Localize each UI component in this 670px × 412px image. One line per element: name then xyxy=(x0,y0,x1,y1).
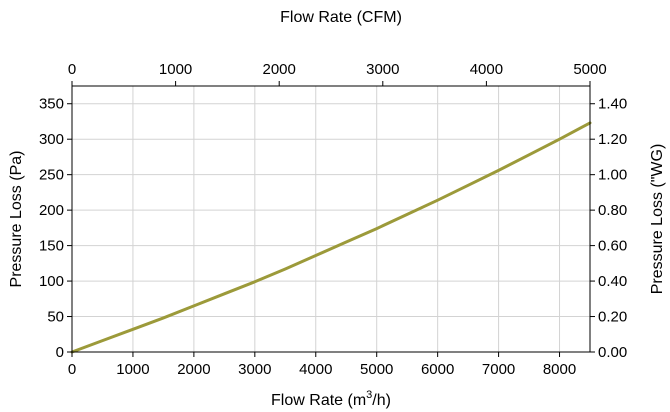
tick-label-y-left-0: 0 xyxy=(56,344,64,361)
tick-label-x-bottom-8: 8000 xyxy=(543,361,576,378)
plot-frame xyxy=(71,85,591,353)
series-line-0 xyxy=(70,121,592,354)
tick-label-y-left-2: 100 xyxy=(39,273,64,290)
tick-label-x-bottom-7: 7000 xyxy=(482,361,515,378)
tick-label-y-right-5: 1.00 xyxy=(598,167,627,184)
tick-label-y-right-7: 1.40 xyxy=(598,96,627,113)
left-y-axis-title: Pressure Loss (Pa) xyxy=(8,151,25,288)
tick-label-y-right-2: 0.40 xyxy=(598,273,627,290)
tick-label-y-right-1: 0.20 xyxy=(598,309,627,326)
tick-label-y-left-1: 50 xyxy=(47,309,64,326)
tick-label-x-bottom-0: 0 xyxy=(68,361,76,378)
tick-label-y-left-4: 200 xyxy=(39,202,64,219)
tick-label-x-bottom-2: 2000 xyxy=(177,361,210,378)
bottom-x-axis-title-sup: 3 xyxy=(366,389,372,401)
tick-label-x-top-1: 1000 xyxy=(159,61,192,78)
bottom-x-axis-title-end: /h) xyxy=(372,392,391,409)
series-layer xyxy=(70,121,592,354)
tick-label-y-right-3: 0.60 xyxy=(598,238,627,255)
tick-label-x-bottom-1: 1000 xyxy=(116,361,149,378)
right-y-axis-title: Pressure Loss ("WG) xyxy=(649,144,666,295)
tick-label-y-right-6: 1.20 xyxy=(598,131,627,148)
tick-marks xyxy=(67,81,595,357)
tick-label-x-top-3: 3000 xyxy=(366,61,399,78)
tick-label-x-bottom-6: 6000 xyxy=(421,361,454,378)
tick-label-y-left-7: 350 xyxy=(39,96,64,113)
grid-lines xyxy=(71,86,590,353)
tick-label-x-top-5: 5000 xyxy=(573,61,606,78)
tick-label-x-top-0: 0 xyxy=(68,61,76,78)
tick-label-y-left-5: 250 xyxy=(39,167,64,184)
tick-label-x-top-2: 2000 xyxy=(263,61,296,78)
bottom-x-axis-title-main: Flow Rate (m xyxy=(271,392,366,409)
tick-label-y-right-0: 0.00 xyxy=(598,344,627,361)
tick-label-x-bottom-3: 3000 xyxy=(238,361,271,378)
tick-label-x-bottom-4: 4000 xyxy=(299,361,332,378)
bottom-x-axis-title: Flow Rate (m3/h) xyxy=(271,389,391,409)
tick-label-x-bottom-5: 5000 xyxy=(360,361,393,378)
tick-label-y-left-6: 300 xyxy=(39,131,64,148)
tick-label-x-top-4: 4000 xyxy=(470,61,503,78)
tick-label-y-left-3: 150 xyxy=(39,238,64,255)
tick-label-y-right-4: 0.80 xyxy=(598,202,627,219)
top-x-axis-title: Flow Rate (CFM) xyxy=(280,9,402,26)
